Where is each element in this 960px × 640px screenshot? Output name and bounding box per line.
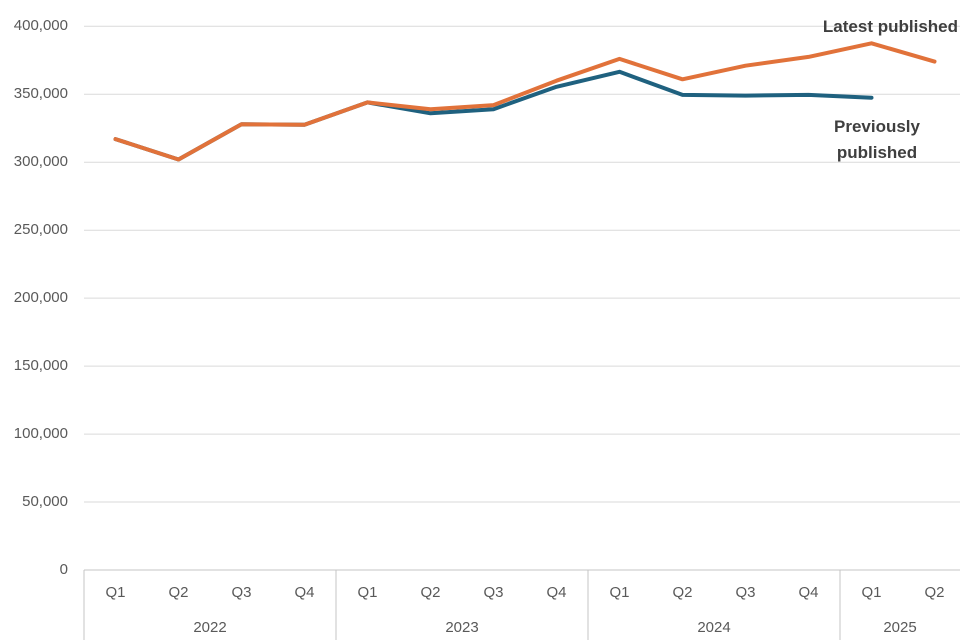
x-tick-quarter-label: Q4 [294, 584, 315, 601]
x-tick-quarter-label: Q3 [735, 584, 756, 601]
x-tick-quarter-label: Q1 [861, 584, 882, 601]
x-tick-quarter-label: Q4 [546, 584, 567, 601]
y-tick-label: 0 [59, 561, 68, 578]
y-tick-label: 50,000 [22, 493, 68, 511]
x-axis-year-label: 2024 [697, 619, 731, 636]
x-tick-quarter-label: Q3 [231, 584, 252, 601]
x-tick-quarter-label: Q2 [168, 584, 189, 601]
y-tick-label: 200,000 [13, 289, 68, 307]
series-line-previously-published [113, 69, 874, 162]
x-tick-quarter-label: Q4 [798, 584, 819, 601]
y-tick-label: 250,000 [13, 221, 68, 239]
x-tick-quarter-label: Q1 [609, 584, 630, 601]
y-tick-label: 350,000 [13, 85, 68, 103]
y-tick-label: 400,000 [13, 17, 68, 35]
y-tick-label: 300,000 [13, 153, 68, 171]
y-tick-label: 150,000 [13, 357, 68, 375]
y-tick-label: 100,000 [13, 425, 68, 443]
x-tick-quarter-label: Q3 [483, 584, 504, 601]
x-axis-year-label: 2023 [445, 619, 479, 636]
series-label-previously-published: Previously published [834, 117, 920, 162]
x-tick-quarter-label: Q1 [105, 584, 126, 601]
series-label-latest-published: Latest published [822, 17, 958, 36]
series-line-latest-published [113, 41, 937, 162]
x-tick-quarter-label: Q1 [357, 584, 378, 601]
x-tick-quarter-label: Q2 [924, 584, 945, 601]
x-tick-quarter-label: Q2 [672, 584, 693, 601]
x-tick-quarter-label: Q2 [420, 584, 441, 601]
x-axis-year-label: 2025 [883, 619, 917, 636]
x-axis-year-label: 2022 [193, 619, 227, 636]
